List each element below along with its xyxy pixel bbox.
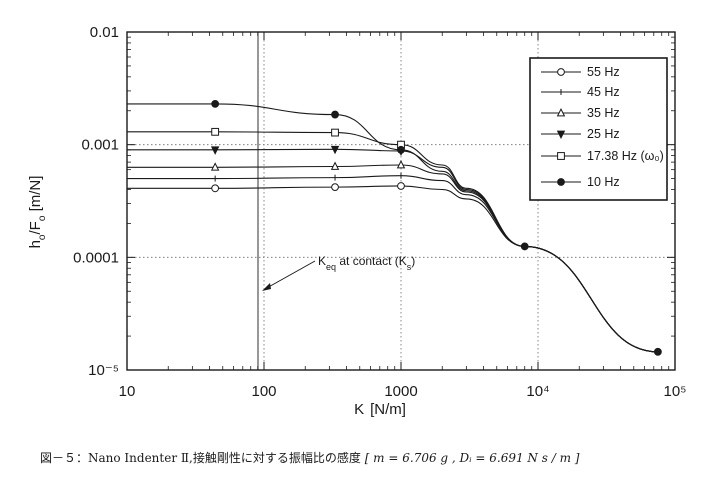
series-marker-3 (330, 145, 340, 155)
x-tick-label: 10⁴ (526, 383, 549, 400)
x-tick-label: 1000 (384, 383, 417, 400)
y-tick-label: 0.0001 (73, 249, 119, 266)
series-marker-2 (210, 162, 220, 171)
annotation-arrow-line (264, 260, 316, 290)
series-marker-5 (653, 347, 662, 356)
series-marker-5 (331, 110, 339, 119)
series-marker-3 (210, 146, 220, 155)
annotation-arrowhead (262, 283, 271, 291)
annotation-text: Keq at contact (Ks) (318, 254, 415, 272)
series-marker-4 (211, 127, 220, 136)
legend-label: 45 Hz (587, 85, 620, 99)
figure-caption: 図－５：Nano Indenter Ⅱ,接触剛性に対する振幅比の感度 [ m =… (40, 449, 720, 466)
legend-marker (557, 178, 565, 186)
y-axis-label: ho/Fo [m/N] (27, 176, 48, 249)
series-marker-0 (211, 184, 220, 193)
x-tick-labels: 10 100 1000 10⁴ 10⁵ (119, 383, 687, 400)
legend-label: 17.38 Hz (ω₀) (587, 149, 664, 163)
series-line-5 (127, 103, 658, 353)
x-axis-label: K [N/m] (354, 401, 406, 418)
legend: 55 Hz 45 Hz 35 Hz 25 Hz 17.38 Hz (ω₀) 10 Hz (529, 57, 668, 201)
series-markers (210, 100, 662, 356)
y-tick-label: 10⁻⁵ (88, 362, 119, 379)
legend-box (529, 57, 668, 201)
caption-prefix: 図－５：Nano Indenter Ⅱ,接触剛性に対する振幅比の感度 (40, 451, 361, 465)
x-tick-label: 10⁵ (664, 383, 687, 400)
legend-label: 10 Hz (587, 175, 620, 189)
series-marker-2 (396, 159, 406, 169)
series-marker-4 (331, 128, 339, 137)
y-tick-labels: 0.01 0.001 0.0001 10⁻⁵ (73, 24, 119, 379)
legend-marker (557, 68, 565, 76)
series-marker-5 (520, 242, 529, 251)
caption-params: [ m = 6.706 g , Dᵢ = 6.691 N s / m ] (364, 451, 580, 465)
legend-marker (556, 107, 566, 117)
legend-marker (557, 152, 565, 160)
y-tick-label: 0.01 (90, 24, 119, 41)
legend-label: 35 Hz (587, 106, 620, 120)
series-marker-0 (331, 183, 339, 192)
series-marker-0 (397, 182, 405, 190)
contact-stiffness-annotation: Keq at contact (Ks) (262, 254, 415, 291)
legend-label: 55 Hz (587, 65, 620, 79)
series-marker-2 (330, 161, 340, 170)
y-axis-ticks (127, 31, 675, 371)
legend-marker (556, 130, 566, 140)
x-tick-label: 100 (251, 383, 276, 400)
series-marker-5 (397, 145, 405, 154)
x-tick-label: 10 (119, 383, 136, 400)
svg-text:ho/Fo [m/N]: ho/Fo [m/N] (27, 176, 48, 249)
legend-label: 25 Hz (587, 127, 620, 141)
x-axis-ticks (126, 32, 676, 370)
y-tick-label: 0.001 (81, 137, 119, 154)
series-marker-5 (211, 100, 220, 108)
series-lines (126, 103, 658, 353)
